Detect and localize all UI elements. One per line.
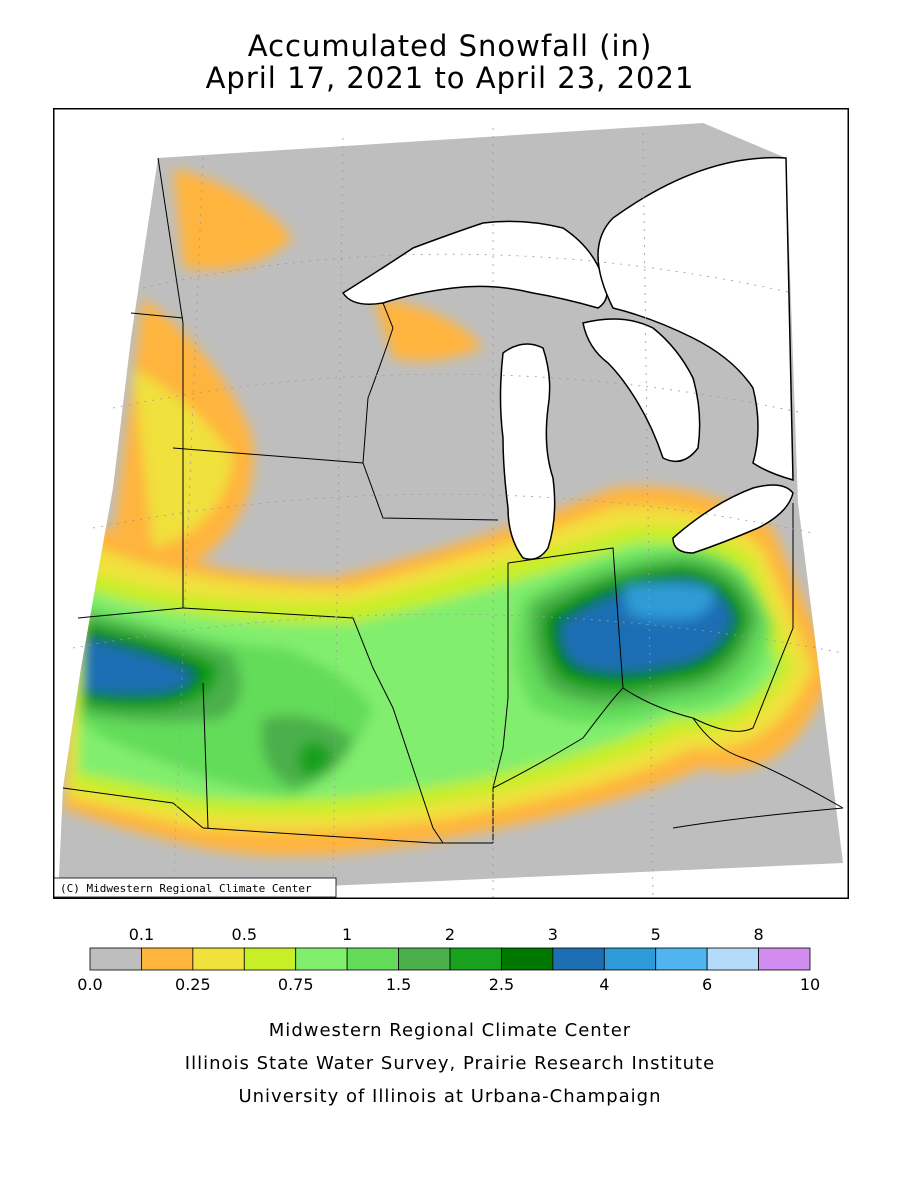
- colorbar-bottom-label: 4: [599, 975, 609, 994]
- colorbar-swatch: [192, 947, 245, 971]
- graticule: [72, 128, 844, 899]
- colorbar-top-label: 2: [445, 925, 455, 944]
- colorbar-swatch: [89, 947, 142, 971]
- colorbar-bottom-label: 0.0: [77, 975, 102, 994]
- copyright-box: (C) Midwestern Regional Climate Center: [53, 877, 337, 898]
- colorbar-top-labels: 0.1 0.5 1 2 3 5 8: [129, 925, 764, 944]
- colorbar-swatches: [89, 947, 811, 971]
- snowfall-map: (C) Midwestern Regional Climate Center: [53, 108, 849, 899]
- colorbar-bottom-label: 0.25: [175, 975, 211, 994]
- colorbar-swatch: [758, 947, 811, 971]
- colorbar-top-label: 1: [342, 925, 352, 944]
- footer-survey: Illinois State Water Survey, Prairie Res…: [184, 1053, 716, 1074]
- copyright-text: (C) Midwestern Regional Climate Center: [60, 882, 312, 895]
- colorbar-top-label: 8: [753, 925, 763, 944]
- colorbar-top-label: 0.1: [129, 925, 154, 944]
- colorbar-swatch: [449, 947, 502, 971]
- colorbar-bottom-label: 2.5: [489, 975, 514, 994]
- map-title: Accumulated Snowfall (in): [247, 29, 653, 63]
- colorbar-swatch: [243, 947, 297, 971]
- footer-university: University of Illinois at Urbana-Champai…: [238, 1086, 662, 1107]
- colorbar-top-label: 5: [651, 925, 661, 944]
- colorbar-bottom-label: 6: [702, 975, 712, 994]
- colorbar-swatch: [398, 947, 451, 971]
- colorbar-top-label: 3: [548, 925, 558, 944]
- colorbar-swatch: [603, 947, 657, 971]
- colorbar-bottom-label: 10: [800, 975, 820, 994]
- map-frame: [53, 108, 849, 899]
- footer-org: Midwestern Regional Climate Center: [268, 1020, 632, 1041]
- colorbar-top-label: 0.5: [232, 925, 257, 944]
- state-borders: [62, 157, 844, 844]
- colorbar-bottom-label: 1.5: [386, 975, 411, 994]
- colorbar-swatch: [655, 947, 708, 971]
- colorbar-swatch: [295, 947, 348, 971]
- colorbar-bottom-label: 0.75: [278, 975, 314, 994]
- colorbar-bottom-labels: 0.0 0.25 0.75 1.5 2.5 4 6 10: [77, 975, 820, 994]
- colorbar-swatch: [706, 947, 759, 971]
- colorbar-legend: 0.1 0.5 1 2 3 5 8 0.0 0.25 0.75 1.5 2.5 4 6 10: [77, 925, 820, 994]
- colorbar-swatch: [346, 947, 399, 971]
- map-date-range: April 17, 2021 to April 23, 2021: [205, 61, 695, 95]
- great-lakes: [341, 156, 794, 560]
- colorbar-swatch: [552, 947, 605, 971]
- colorbar-swatch: [141, 947, 194, 971]
- colorbar-swatch: [501, 947, 554, 971]
